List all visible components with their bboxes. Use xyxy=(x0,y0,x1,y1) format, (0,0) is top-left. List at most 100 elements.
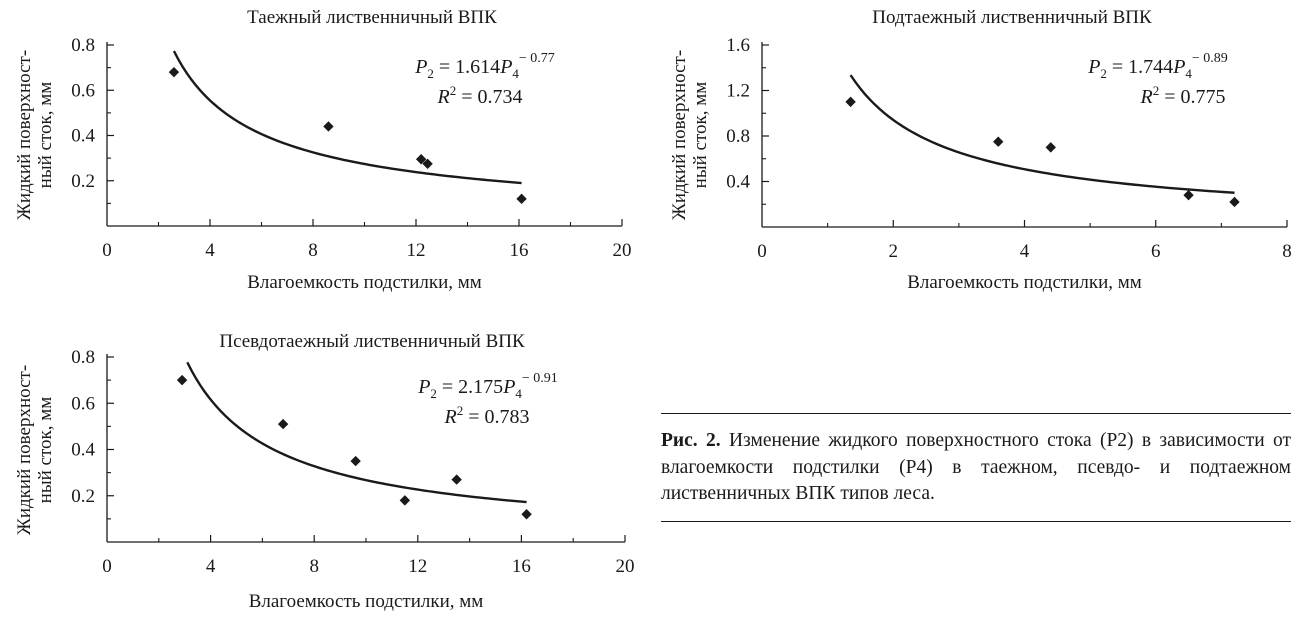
equation-part: P xyxy=(1172,56,1185,78)
data-point xyxy=(521,509,532,520)
r-squared-part: R xyxy=(437,86,450,108)
y-axis-label: Жидкий поверхност-ный сток, мм xyxy=(669,50,711,220)
y-tick-label: 0.6 xyxy=(71,393,95,414)
r-squared-part: = 0.783 xyxy=(463,406,529,428)
x-tick-label: 0 xyxy=(102,240,112,261)
y-axis-label: Жидкий поверхност-ный сток, мм xyxy=(14,365,56,535)
x-tick-label: 20 xyxy=(616,556,635,577)
data-point xyxy=(176,374,188,386)
chart-title: Таежный лиственничный ВПК xyxy=(247,7,497,28)
data-point xyxy=(350,455,361,467)
y-axis-label-line-1: Жидкий поверхност- xyxy=(14,50,35,220)
x-tick-label: 4 xyxy=(1020,241,1030,262)
equation-part: P xyxy=(1087,56,1100,78)
equation-part: − 0.77 xyxy=(519,51,555,66)
x-tick-label: 16 xyxy=(510,240,529,261)
data-point xyxy=(422,158,433,169)
data-point xyxy=(168,66,180,78)
y-tick-label: 0.2 xyxy=(71,486,95,507)
r-squared: R2 = 0.775 xyxy=(1140,83,1226,108)
r-squared-part: R xyxy=(444,406,457,428)
data-point xyxy=(415,154,427,165)
equation-part: = 1.614 xyxy=(434,56,500,78)
data-point xyxy=(516,193,527,205)
x-axis-label: Влагоемкость подстилки, мм xyxy=(907,272,1142,293)
y-axis-label-line-1: Жидкий поверхност- xyxy=(669,50,690,220)
y-tick-label: 0.2 xyxy=(71,171,95,192)
trend-curve xyxy=(849,74,1235,194)
x-tick-label: 0 xyxy=(757,241,767,262)
equation-part: 2 xyxy=(427,66,434,81)
y-tick-label: 0.6 xyxy=(71,80,95,101)
equation-part: = 1.744 xyxy=(1107,56,1173,78)
chart-title: Псевдотаежный лиственничный ВПК xyxy=(219,331,525,352)
y-axis-label-line-2: ный сток, мм xyxy=(35,82,56,189)
x-tick-label: 8 xyxy=(1282,241,1292,262)
x-tick-label: 6 xyxy=(1151,241,1161,262)
equation-part: 2 xyxy=(1100,66,1107,81)
equation-part: P xyxy=(417,376,430,398)
data-point xyxy=(451,474,462,485)
y-tick-label: 1.2 xyxy=(726,81,750,102)
caption-label: Рис. 2. xyxy=(661,430,721,451)
r-squared-part: 2 xyxy=(450,83,457,98)
x-tick-label: 8 xyxy=(309,556,319,577)
equation-part: 4 xyxy=(512,66,519,81)
data-point xyxy=(323,121,334,132)
x-tick-label: 4 xyxy=(206,556,216,577)
y-axis-label-line-2: ный сток, мм xyxy=(690,82,711,189)
data-point xyxy=(277,418,289,430)
r-squared-part: R xyxy=(1140,86,1153,108)
equation-part: 4 xyxy=(515,386,522,401)
y-axis-label: Жидкий поверхност-ный сток, мм xyxy=(14,50,56,220)
equation-part: P xyxy=(499,56,512,78)
y-tick-label: 0.4 xyxy=(726,172,750,193)
caption-body: Изменение жидкого поверхностного стока (… xyxy=(661,430,1292,504)
y-tick-label: 0.8 xyxy=(71,347,95,368)
equation-part: 4 xyxy=(1185,66,1192,81)
data-point xyxy=(1045,142,1056,153)
y-tick-label: 0.8 xyxy=(71,35,95,56)
x-tick-label: 12 xyxy=(408,556,427,577)
x-tick-label: 20 xyxy=(613,240,632,261)
data-point xyxy=(845,96,856,108)
caption-text: Рис. 2. Изменение жидкого поверхностного… xyxy=(661,428,1291,508)
regression-equation: P2 = 1.744P4− 0.89 xyxy=(1087,51,1228,81)
x-tick-label: 4 xyxy=(205,240,215,261)
equation-part: P xyxy=(414,56,427,78)
data-point xyxy=(1183,189,1194,201)
data-point xyxy=(993,136,1004,147)
x-tick-label: 12 xyxy=(407,240,426,261)
trend-curve xyxy=(172,50,522,185)
r-squared: R2 = 0.783 xyxy=(444,403,530,428)
r-squared-part: 2 xyxy=(1153,83,1160,98)
x-tick-label: 0 xyxy=(102,556,112,577)
r-squared: R2 = 0.734 xyxy=(437,83,523,108)
y-tick-label: 0.4 xyxy=(71,126,95,147)
y-axis-label-line-2: ный сток, мм xyxy=(35,397,56,504)
data-point xyxy=(399,495,411,506)
chart-panel-2: Подтаежный лиственничный ВПК 0 2 4 6 8 0.4 0.8 1… xyxy=(669,7,1292,293)
equation-part: 2 xyxy=(430,386,437,401)
r-squared-part: = 0.775 xyxy=(1159,86,1225,108)
equation-part: = 2.175 xyxy=(437,376,503,398)
chart-title: Подтаежный лиственничный ВПК xyxy=(872,7,1152,28)
figure-caption: Рис. 2. Изменение жидкого поверхностного… xyxy=(661,413,1291,522)
regression-equation: P2 = 1.614P4− 0.77 xyxy=(414,51,555,81)
r-squared-part: 2 xyxy=(457,403,464,418)
x-axis-label: Влагоемкость подстилки, мм xyxy=(247,272,482,293)
y-axis-label-line-1: Жидкий поверхност- xyxy=(14,365,35,535)
trend-curve xyxy=(186,361,527,504)
r-squared-part: = 0.734 xyxy=(456,86,522,108)
y-tick-label: 1.6 xyxy=(726,35,750,56)
equation-part: − 0.91 xyxy=(522,371,558,386)
y-tick-label: 0.4 xyxy=(71,440,95,461)
regression-equation: P2 = 2.175P4− 0.91 xyxy=(417,371,558,401)
equation-part: P xyxy=(502,376,515,398)
equation-part: − 0.89 xyxy=(1192,51,1228,66)
x-tick-label: 8 xyxy=(308,240,318,261)
y-tick-label: 0.8 xyxy=(726,126,750,147)
chart-panel-1: Таежный лиственничный ВПК 0 4 8 12 16 20 0.2 0.4… xyxy=(14,7,632,293)
x-axis-label: Влагоемкость подстилки, мм xyxy=(249,591,484,612)
